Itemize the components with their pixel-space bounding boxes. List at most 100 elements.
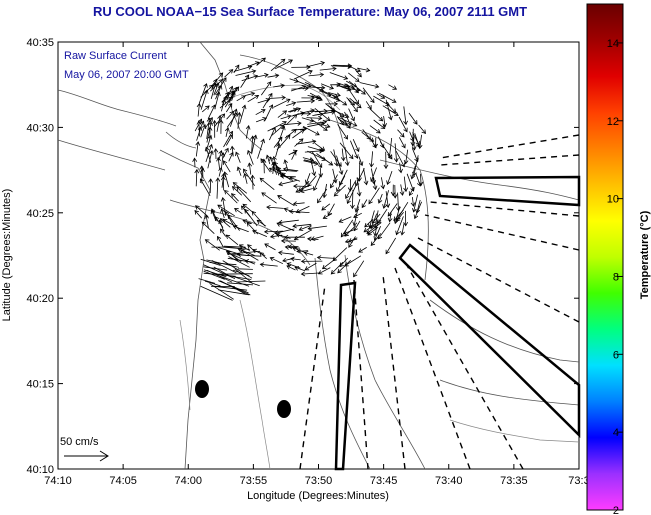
current-vector (213, 82, 219, 96)
current-vector-head (401, 143, 406, 149)
current-vector (251, 211, 266, 227)
current-vector-head (243, 172, 248, 178)
current-vector-head (216, 156, 221, 162)
current-vector (232, 186, 243, 196)
current-vector-head (399, 132, 405, 138)
current-vector (284, 208, 294, 213)
current-vector-head (280, 58, 286, 64)
current-vector (394, 143, 397, 162)
current-vector-head (290, 256, 295, 262)
current-vector-head (412, 207, 417, 213)
current-vector (217, 204, 235, 217)
current-vector-head (395, 230, 400, 236)
current-vector-head (356, 67, 361, 73)
current-vector-head (218, 79, 224, 84)
current-vector-head (268, 167, 274, 172)
current-vector-head (286, 114, 292, 120)
current-vector-head (356, 103, 362, 109)
current-vector (328, 95, 341, 102)
current-vector-head (236, 166, 242, 172)
y-tick-label: 40:30 (26, 122, 54, 134)
current-vector-head (282, 166, 288, 172)
current-vector (278, 252, 294, 255)
current-vector-head (295, 188, 301, 193)
current-vector-head (229, 90, 235, 95)
current-vector-head (403, 187, 409, 193)
station-marker (195, 380, 209, 398)
current-vector (199, 121, 204, 131)
current-vector-head (355, 77, 360, 82)
current-vector (346, 97, 355, 106)
current-vector-head (376, 129, 381, 134)
current-vector (367, 226, 379, 236)
current-vector-field (192, 57, 426, 301)
current-vector (363, 168, 367, 185)
current-vector-head (317, 115, 323, 121)
current-vector-head (358, 248, 363, 253)
current-vector-head (363, 227, 369, 233)
current-vector (356, 177, 361, 196)
current-vector-head (377, 198, 383, 204)
current-vector (344, 255, 362, 267)
current-vector (257, 139, 265, 159)
current-vector (200, 124, 206, 138)
current-vector (224, 190, 238, 204)
current-vector-head (213, 148, 219, 153)
x-tick-label: 74:10 (44, 475, 72, 487)
current-vector (292, 247, 307, 254)
current-vector-head (392, 194, 398, 199)
current-vector (332, 168, 337, 183)
current-vector (198, 278, 216, 284)
current-vector-head (210, 208, 216, 214)
current-vector-head (194, 168, 200, 174)
current-vector (195, 169, 198, 187)
current-vector-head (400, 162, 405, 168)
current-vector-head (250, 174, 256, 180)
current-vector-head (231, 186, 237, 191)
current-vector (296, 205, 310, 213)
current-vector (358, 247, 367, 253)
current-vector-head (276, 143, 281, 148)
current-vector (374, 210, 379, 229)
current-vector-head (339, 262, 344, 268)
current-vector-head (266, 81, 272, 86)
current-vector-head (212, 119, 218, 125)
current-vector-head (344, 161, 350, 167)
current-vector-head (325, 123, 331, 129)
current-vector (388, 84, 397, 90)
current-vector (387, 170, 393, 185)
current-vector-head (279, 173, 285, 179)
current-vector (409, 131, 414, 142)
current-vector-head (345, 194, 350, 199)
current-vector (358, 156, 363, 166)
current-vector-head (294, 266, 300, 271)
current-vector-head (403, 127, 408, 133)
current-vector-head (298, 226, 304, 231)
current-vector (270, 234, 283, 238)
current-vector (339, 169, 348, 186)
current-vector (420, 173, 422, 186)
current-vector-head (410, 202, 416, 207)
current-vector-head (392, 85, 398, 90)
current-vector (276, 134, 291, 151)
current-vector (401, 223, 405, 235)
annotation-line2: May 06, 2007 20:00 GMT (64, 69, 189, 81)
current-vector (294, 138, 304, 147)
current-vector-head (218, 167, 223, 172)
current-vector (409, 186, 415, 196)
current-vector-head (280, 83, 285, 89)
current-vector-head (208, 117, 213, 122)
current-vector (344, 83, 355, 90)
current-vector-head (244, 208, 249, 214)
current-vector-head (201, 221, 207, 227)
current-vector (195, 141, 199, 157)
current-vector (239, 244, 251, 252)
current-vector (274, 228, 295, 234)
current-vector (204, 117, 213, 129)
y-tick-label: 40:25 (26, 208, 54, 220)
current-vector (328, 92, 341, 96)
current-vector-head (373, 143, 379, 149)
current-vector (369, 108, 383, 122)
current-vector (225, 234, 239, 246)
current-vector (321, 203, 331, 211)
